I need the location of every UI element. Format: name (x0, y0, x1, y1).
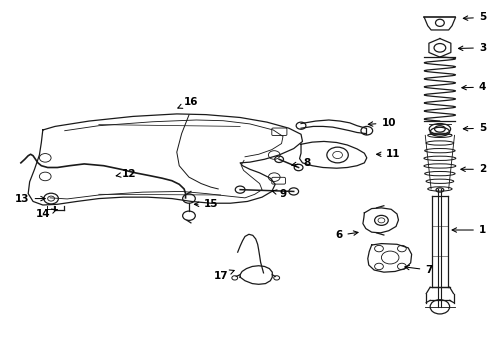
Text: 1: 1 (452, 225, 486, 235)
Text: 15: 15 (195, 199, 218, 209)
Text: 16: 16 (178, 97, 198, 108)
Text: 12: 12 (116, 168, 137, 179)
Text: 7: 7 (405, 265, 433, 275)
Text: 10: 10 (368, 118, 396, 128)
Text: 3: 3 (459, 43, 486, 53)
Text: 17: 17 (213, 270, 234, 281)
Text: 5: 5 (464, 13, 486, 22)
Text: 9: 9 (272, 189, 286, 199)
Text: 11: 11 (377, 149, 401, 159)
Text: 6: 6 (335, 230, 358, 240)
Text: 14: 14 (35, 209, 56, 219)
Text: 13: 13 (15, 194, 45, 203)
Text: 8: 8 (292, 158, 311, 168)
Text: 4: 4 (462, 82, 486, 92)
Text: 2: 2 (461, 164, 486, 174)
Text: 5: 5 (464, 123, 486, 133)
